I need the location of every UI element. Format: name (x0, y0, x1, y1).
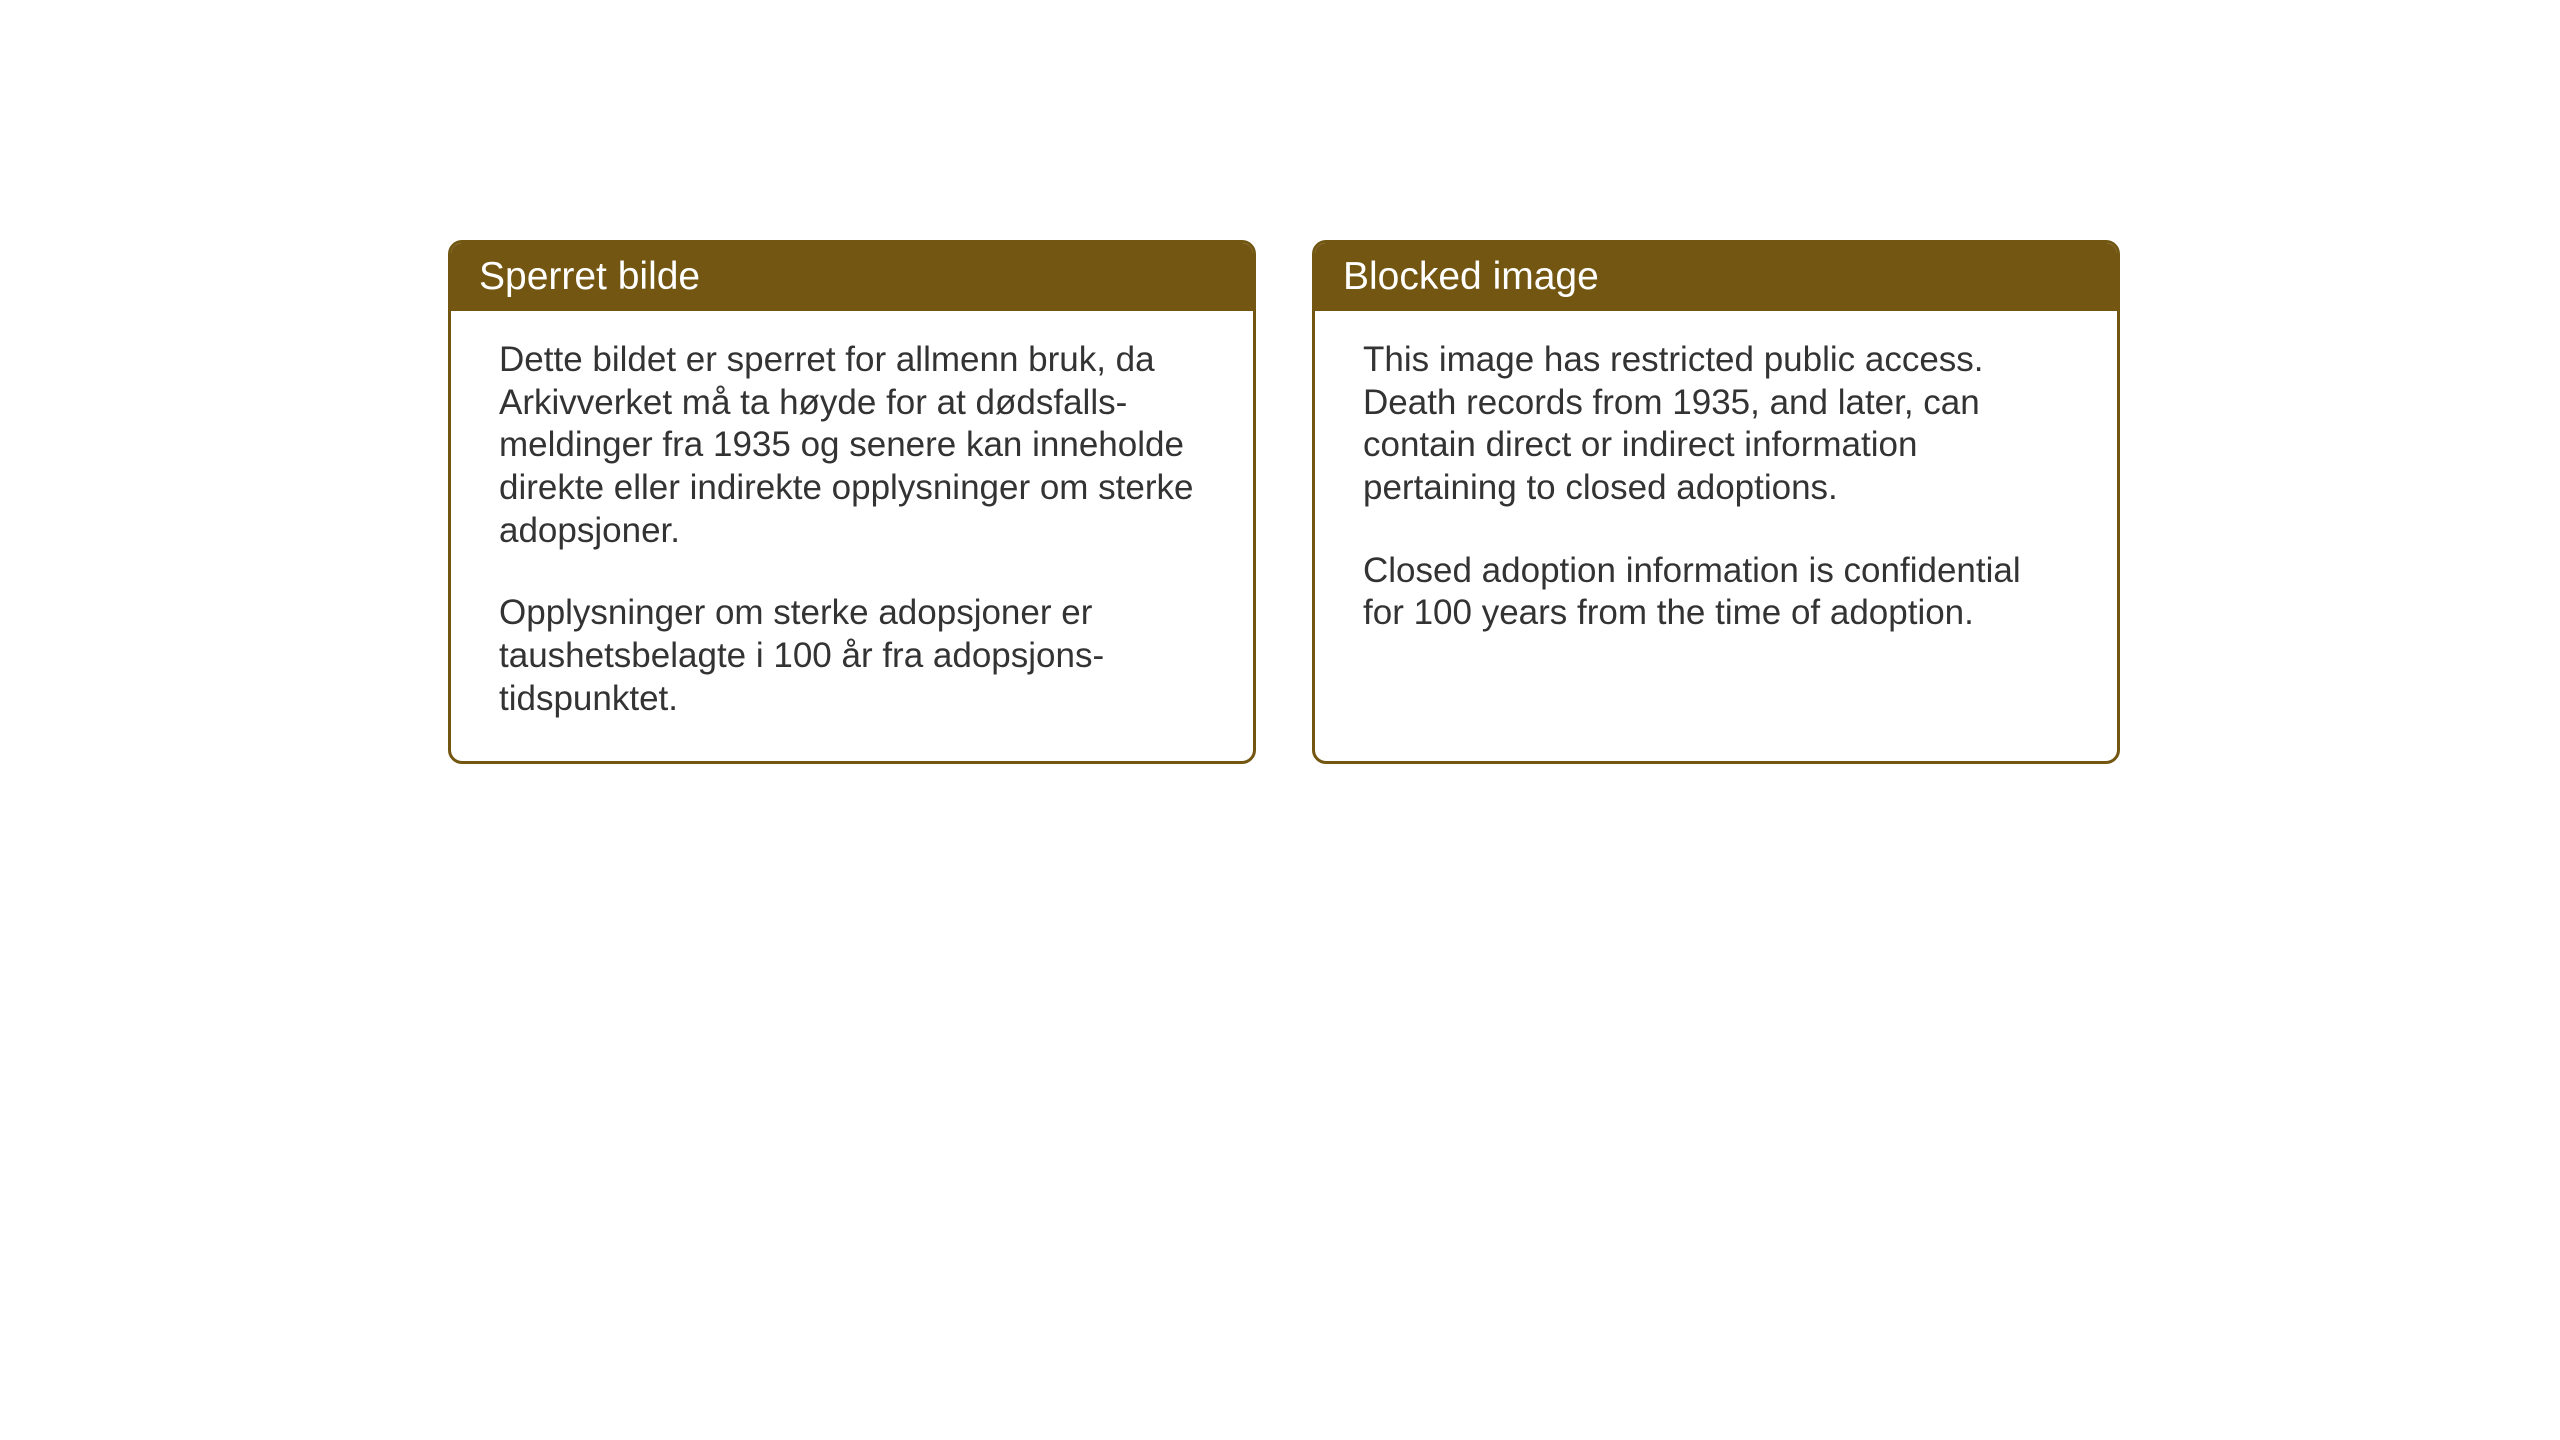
notice-header-english: Blocked image (1315, 243, 2117, 311)
notice-paragraph-2-norwegian: Opplysninger om sterke adopsjoner er tau… (499, 592, 1205, 720)
notice-paragraph-2-english: Closed adoption information is confident… (1363, 550, 2069, 635)
notice-body-english: This image has restricted public access.… (1315, 311, 2117, 675)
notice-paragraph-1-english: This image has restricted public access.… (1363, 339, 2069, 510)
notice-box-english: Blocked image This image has restricted … (1312, 240, 2120, 764)
notice-box-norwegian: Sperret bilde Dette bildet er sperret fo… (448, 240, 1256, 764)
notice-title-english: Blocked image (1343, 255, 1599, 298)
notice-container: Sperret bilde Dette bildet er sperret fo… (448, 240, 2120, 764)
notice-body-norwegian: Dette bildet er sperret for allmenn bruk… (451, 311, 1253, 761)
notice-header-norwegian: Sperret bilde (451, 243, 1253, 311)
notice-paragraph-1-norwegian: Dette bildet er sperret for allmenn bruk… (499, 339, 1205, 552)
notice-title-norwegian: Sperret bilde (479, 255, 700, 298)
